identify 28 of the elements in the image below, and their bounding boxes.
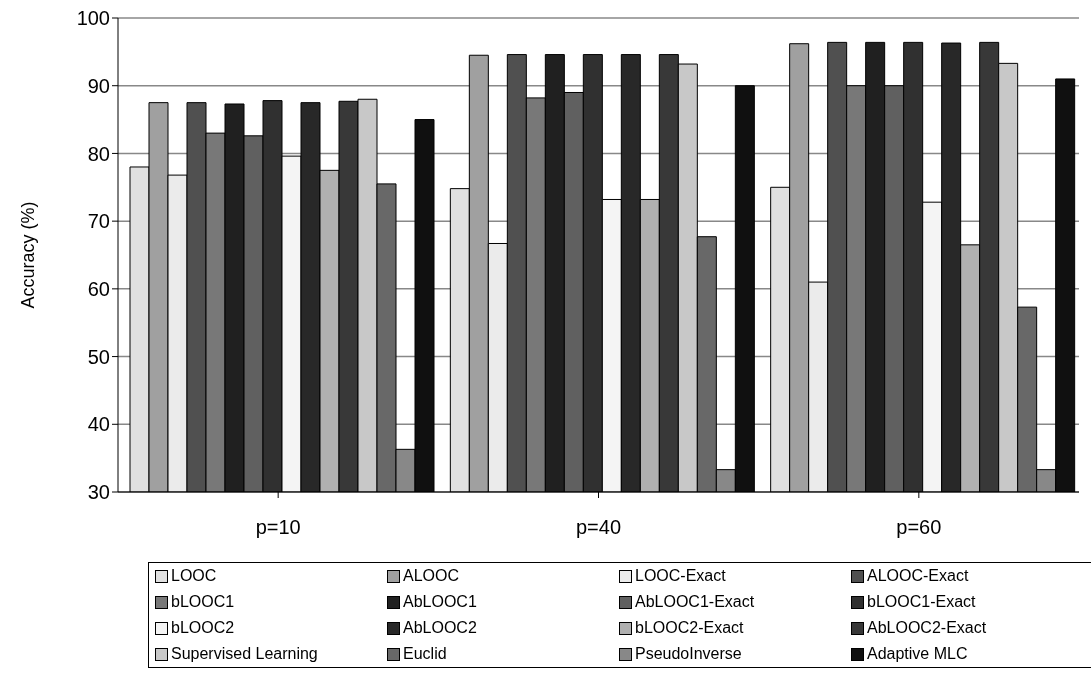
legend-label: AbLOOC2 — [403, 619, 477, 637]
legend-label: ALOOC-Exact — [867, 567, 969, 585]
y-tick-label: 30 — [87, 481, 110, 504]
legend-label: ALOOC — [403, 567, 460, 585]
y-tick-label: 100 — [76, 7, 110, 30]
x-tick-label: p=40 — [575, 516, 622, 539]
y-tick-label: 80 — [87, 142, 110, 165]
y-tick-label: 90 — [87, 74, 110, 97]
legend-label: LOOC — [171, 567, 217, 585]
legend-label: PseudoInverse — [635, 645, 742, 663]
y-tick-label: 40 — [87, 413, 110, 436]
y-tick-label: 60 — [87, 277, 110, 300]
legend-label: Euclid — [403, 645, 447, 663]
legend-label: LOOC-Exact — [635, 567, 726, 585]
legend-label: Supervised Learning — [171, 645, 318, 663]
legend-label: bLOOC2 — [171, 619, 235, 637]
x-tick-label: p=60 — [896, 516, 942, 539]
legend-label: bLOOC1-Exact — [867, 593, 976, 611]
legend-label: AbLOOC1 — [403, 593, 477, 611]
legend-label: bLOOC2-Exact — [635, 619, 744, 637]
legend-label: AbLOOC1-Exact — [635, 593, 755, 611]
y-axis-title: Accuracy (%) — [18, 201, 39, 309]
legend-label: AbLOOC2-Exact — [867, 619, 987, 637]
y-tick-label: 70 — [87, 210, 110, 233]
x-tick-label: p=10 — [255, 516, 301, 539]
legend-label: bLOOC1 — [171, 593, 235, 611]
legend-label: Adaptive MLC — [867, 645, 968, 663]
y-tick-label: 50 — [87, 345, 110, 368]
